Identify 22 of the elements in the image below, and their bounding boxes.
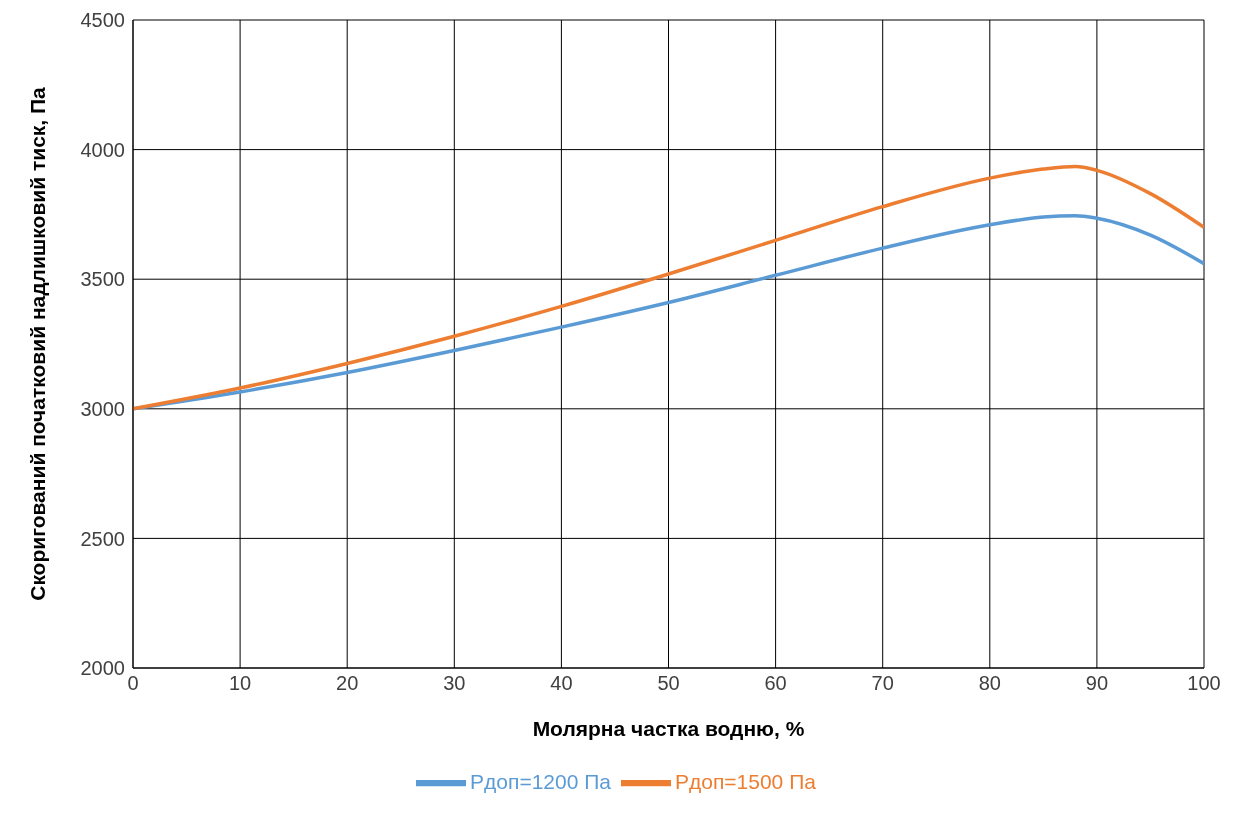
x-tick-label: 10 — [228, 672, 252, 695]
legend-label: Pдоп=1500 Па — [675, 769, 816, 793]
line-series — [133, 164, 1204, 411]
x-tick-label: 90 — [1085, 672, 1109, 695]
x-tick-label: 20 — [336, 672, 359, 695]
x-tick-label: 80 — [978, 672, 1001, 695]
legend-label: Pдоп=1200 Па — [470, 769, 611, 793]
y-tick-label: 2500 — [80, 527, 125, 550]
y-tick-label: 4500 — [80, 9, 125, 32]
x-tick-label: 70 — [871, 672, 894, 695]
y-tick-label: 4000 — [80, 138, 125, 161]
x-tick-label: 30 — [443, 672, 466, 695]
x-tick-label: 60 — [764, 672, 787, 695]
y-tick-label: 3000 — [80, 397, 125, 420]
x-tick-label: 100 — [1187, 672, 1221, 695]
y-tick-label: 2000 — [80, 657, 125, 680]
x-axis-title: Молярна частка водню, % — [532, 717, 805, 740]
x-tick-label: 40 — [550, 672, 573, 695]
y-axis-title: Скоригований початковий надлишковий тиск, Па — [26, 86, 50, 601]
x-tick-label: 50 — [657, 672, 680, 695]
y-tick-label: 3500 — [80, 268, 125, 291]
x-tick-label: 0 — [127, 672, 139, 695]
